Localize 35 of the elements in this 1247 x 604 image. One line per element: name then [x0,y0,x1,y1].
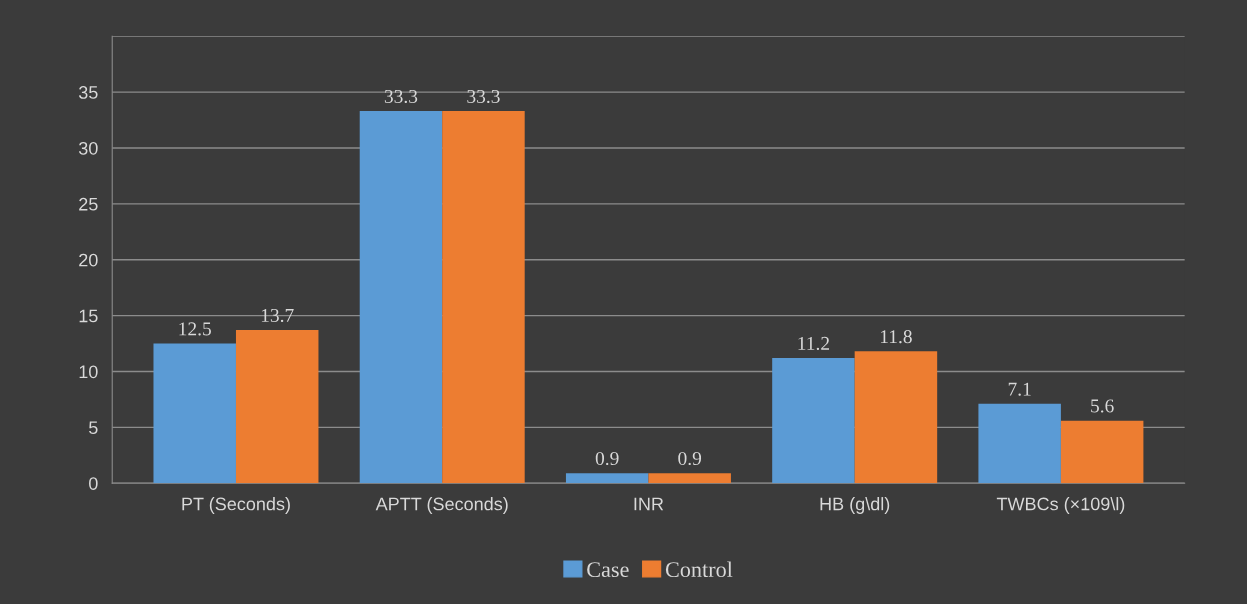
bar [648,473,731,484]
data-label: 11.2 [798,336,829,351]
data-label: 33.3 [384,89,418,104]
y-tick-label: 5 [89,421,98,435]
bar [854,351,938,484]
bar [359,111,443,484]
data-label: 11.8 [880,330,912,344]
data-label: 12.5 [179,322,211,336]
bar [442,111,525,484]
y-tick-label: 25 [79,197,98,211]
data-label: 0.9 [678,451,702,466]
legend-label: Control [665,561,733,578]
bar [565,473,649,484]
bar [978,403,1061,484]
x-tick-label: PT (Seconds) [182,497,290,514]
x-tick-label: TWBCs (×109\l) [996,497,1125,514]
legend-label: Case [587,562,629,578]
y-tick-label: 30 [78,141,98,155]
data-label: 0.9 [595,451,619,466]
y-tick-label: 15 [79,309,98,323]
bar [153,343,236,484]
y-tick-label: 20 [79,253,98,267]
x-tick-label: INR [634,497,664,511]
data-label: 5.6 [1091,399,1114,413]
y-tick-label: 10 [79,365,98,379]
data-label: 13.7 [261,308,294,323]
bar [1060,420,1144,484]
data-label: 33.3 [467,89,500,104]
y-tick-label: 0 [89,477,98,490]
x-tick-label: HB (g\dl) [820,497,890,514]
bar [235,330,319,484]
x-tick-label: APTT (Seconds) [375,497,508,514]
y-tick-label: 35 [78,86,98,99]
bar [772,358,855,484]
data-label: 7.1 [1008,382,1031,396]
